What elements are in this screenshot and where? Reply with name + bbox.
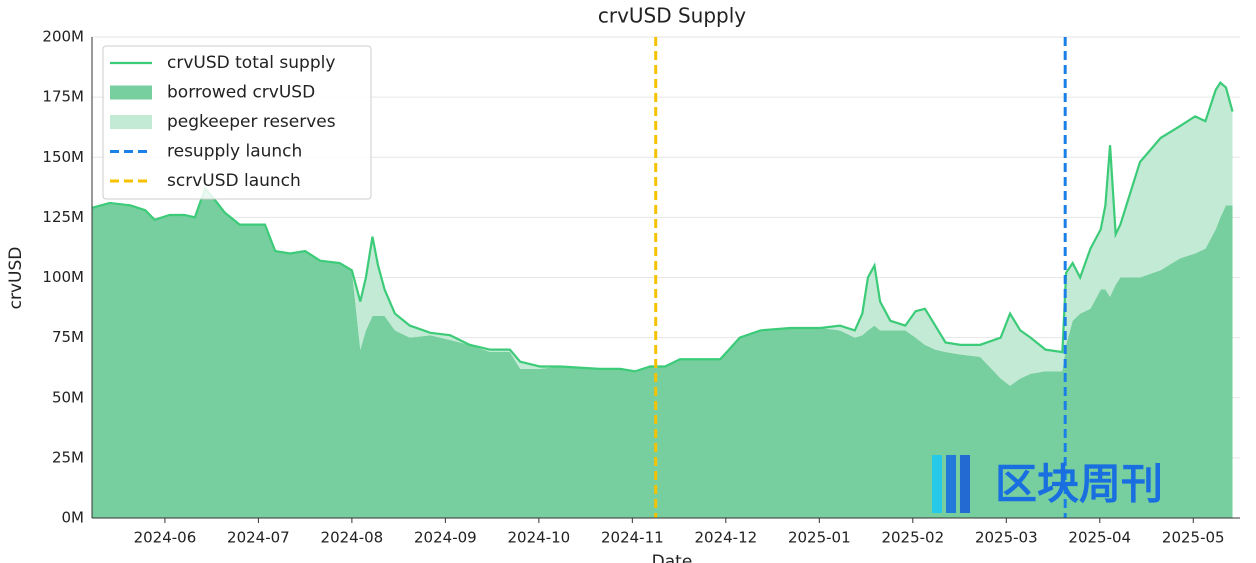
legend-box [102, 45, 372, 200]
line [91, 81, 1234, 373]
y-tick-label: 200M [42, 28, 84, 46]
legend-label: crvUSD total supply [167, 53, 335, 73]
x-axis-label: Date [652, 552, 693, 563]
y-tick-label: 150M [42, 148, 84, 166]
x-tick-label: 2024-09 [414, 529, 477, 547]
y-tick-label: 175M [42, 88, 84, 106]
y-tick-label: 75M [52, 328, 84, 346]
legend-swatch [110, 115, 152, 129]
x-tick-label: 2024-10 [508, 529, 571, 547]
legend-swatch [110, 85, 152, 100]
x-tick-label: 2025-04 [1068, 529, 1131, 547]
y-tick-label: 50M [52, 388, 84, 406]
x-tick-label: 2025-05 [1162, 529, 1225, 547]
legend-label: pegkeeper reserves [167, 112, 336, 132]
x-tick-label: 2025-03 [975, 529, 1038, 547]
legend-label: scrvUSD launch [167, 171, 301, 191]
watermark-icon [960, 455, 970, 513]
y-axis-label: crvUSD [6, 247, 26, 310]
chart-title: crvUSD Supply [598, 4, 746, 28]
y-tick-label: 0M [62, 509, 85, 527]
x-tick-label: 2024-11 [601, 529, 664, 547]
x-tick-label: 2024-07 [227, 529, 290, 547]
x-tick-label: 2024-08 [321, 529, 384, 547]
x-tick-label: 2024-12 [694, 529, 757, 547]
y-tick-label: 100M [42, 268, 84, 286]
area [92, 188, 1233, 518]
x-tick-label: 2024-06 [134, 529, 197, 547]
area [92, 82, 1233, 386]
y-tick-label: 25M [52, 448, 84, 466]
watermark: 区块周刊 [932, 455, 1163, 513]
watermark-icon [932, 455, 942, 513]
x-tick-label: 2025-01 [788, 529, 851, 547]
legend-label: borrowed crvUSD [167, 83, 315, 103]
watermark-icon [946, 455, 956, 513]
legend-label: resupply launch [167, 142, 302, 162]
watermark-text: 区块周刊 [995, 460, 1163, 509]
x-tick-label: 2025-02 [881, 529, 944, 547]
legend: crvUSD total supply borrowed crvUSD pegkee… [102, 45, 372, 200]
y-tick-label: 125M [42, 208, 84, 226]
